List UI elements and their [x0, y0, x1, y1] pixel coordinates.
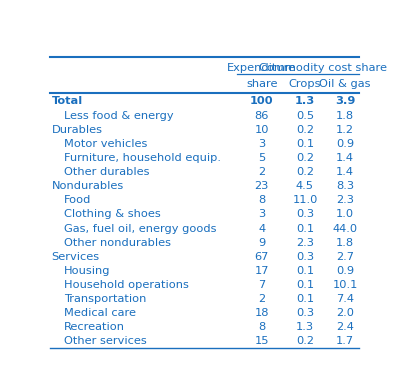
- Text: 0.3: 0.3: [296, 252, 314, 262]
- Text: 8: 8: [258, 195, 265, 205]
- Text: 44.0: 44.0: [333, 223, 358, 234]
- Text: 67: 67: [255, 252, 269, 262]
- Text: Expenditure: Expenditure: [227, 63, 296, 73]
- Text: 8.3: 8.3: [336, 181, 354, 191]
- Text: 100: 100: [250, 96, 273, 106]
- Text: 7.4: 7.4: [336, 294, 354, 304]
- Text: Gas, fuel oil, energy goods: Gas, fuel oil, energy goods: [64, 223, 216, 234]
- Text: 2.3: 2.3: [296, 238, 314, 248]
- Text: Medical care: Medical care: [64, 308, 136, 318]
- Text: 1.4: 1.4: [336, 153, 354, 163]
- Text: 17: 17: [255, 266, 269, 276]
- Text: 0.2: 0.2: [296, 337, 314, 346]
- Text: 0.3: 0.3: [296, 209, 314, 220]
- Text: 1.3: 1.3: [295, 96, 315, 106]
- Text: 4.5: 4.5: [296, 181, 314, 191]
- Text: share: share: [246, 79, 277, 89]
- Text: 10.1: 10.1: [332, 280, 358, 290]
- Text: 1.2: 1.2: [336, 125, 354, 135]
- Text: 0.1: 0.1: [296, 139, 314, 149]
- Text: Motor vehicles: Motor vehicles: [64, 139, 147, 149]
- Text: Commodity cost share: Commodity cost share: [259, 63, 387, 73]
- Text: Furniture, household equip.: Furniture, household equip.: [64, 153, 221, 163]
- Text: 8: 8: [258, 322, 265, 332]
- Text: Nondurables: Nondurables: [51, 181, 124, 191]
- Text: Durables: Durables: [51, 125, 103, 135]
- Text: 0.2: 0.2: [296, 167, 314, 177]
- Text: 0.9: 0.9: [336, 266, 354, 276]
- Text: 0.1: 0.1: [296, 223, 314, 234]
- Text: 5: 5: [258, 153, 265, 163]
- Text: 1.8: 1.8: [336, 238, 354, 248]
- Text: Housing: Housing: [64, 266, 110, 276]
- Text: 2.7: 2.7: [336, 252, 354, 262]
- Text: Oil & gas: Oil & gas: [320, 79, 371, 89]
- Text: Clothing & shoes: Clothing & shoes: [64, 209, 160, 220]
- Text: 9: 9: [258, 238, 265, 248]
- Text: Less food & energy: Less food & energy: [64, 111, 174, 121]
- Text: Recreation: Recreation: [64, 322, 125, 332]
- Text: Total: Total: [51, 96, 83, 106]
- Text: 0.1: 0.1: [296, 280, 314, 290]
- Text: 1.3: 1.3: [296, 322, 314, 332]
- Text: 0.5: 0.5: [296, 111, 314, 121]
- Text: 18: 18: [255, 308, 269, 318]
- Text: 2.4: 2.4: [336, 322, 354, 332]
- Text: 3.9: 3.9: [335, 96, 356, 106]
- Text: 0.2: 0.2: [296, 153, 314, 163]
- Text: Transportation: Transportation: [64, 294, 146, 304]
- Text: 10: 10: [255, 125, 269, 135]
- Text: 23: 23: [255, 181, 269, 191]
- Text: 2.3: 2.3: [336, 195, 354, 205]
- Text: Other durables: Other durables: [64, 167, 149, 177]
- Text: 86: 86: [255, 111, 269, 121]
- Text: 1.8: 1.8: [336, 111, 354, 121]
- Text: Crops: Crops: [289, 79, 321, 89]
- Text: Other nondurables: Other nondurables: [64, 238, 171, 248]
- Text: 7: 7: [258, 280, 265, 290]
- Text: 0.1: 0.1: [296, 266, 314, 276]
- Text: 15: 15: [255, 337, 269, 346]
- Text: 3: 3: [258, 209, 265, 220]
- Text: 2: 2: [258, 294, 265, 304]
- Text: Services: Services: [51, 252, 99, 262]
- Text: 0.1: 0.1: [296, 294, 314, 304]
- Text: 2: 2: [258, 167, 265, 177]
- Text: 1.4: 1.4: [336, 167, 354, 177]
- Text: 0.9: 0.9: [336, 139, 354, 149]
- Text: 2.0: 2.0: [336, 308, 354, 318]
- Text: 1.7: 1.7: [336, 337, 354, 346]
- Text: 1.0: 1.0: [336, 209, 354, 220]
- Text: 3: 3: [258, 139, 265, 149]
- Text: Household operations: Household operations: [64, 280, 189, 290]
- Text: 0.2: 0.2: [296, 125, 314, 135]
- Text: Food: Food: [64, 195, 91, 205]
- Text: Other services: Other services: [64, 337, 146, 346]
- Text: 4: 4: [258, 223, 265, 234]
- Text: 0.3: 0.3: [296, 308, 314, 318]
- Text: 11.0: 11.0: [292, 195, 318, 205]
